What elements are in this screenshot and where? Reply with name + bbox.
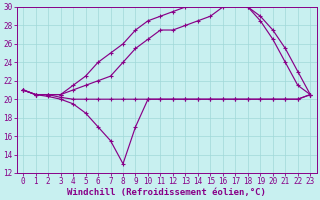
X-axis label: Windchill (Refroidissement éolien,°C): Windchill (Refroidissement éolien,°C) xyxy=(67,188,266,197)
